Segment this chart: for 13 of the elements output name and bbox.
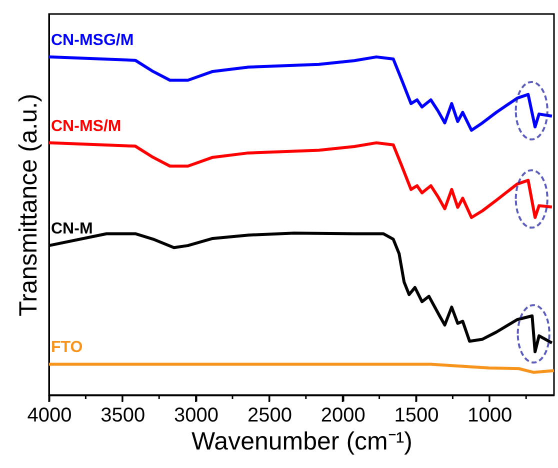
x-axis-title: Wavenumber (cm⁻¹) [192, 428, 412, 456]
series-label: CN-M [51, 220, 93, 238]
y-axis-title: Transmittance (a.u.) [14, 94, 42, 316]
series-label: FTO [51, 339, 83, 356]
x-tick-label: 3500 [100, 404, 146, 426]
x-tick-label: 1500 [394, 404, 439, 426]
series-label: CN-MSG/M [51, 32, 134, 49]
series-label: CN-MS/M [51, 118, 122, 135]
x-tick-label: 3000 [174, 404, 219, 426]
x-tick-label: 2500 [247, 404, 292, 426]
x-tick-label: 4000 [27, 404, 72, 426]
x-tick-label: 2000 [320, 404, 366, 426]
x-tick-label: 1000 [468, 404, 512, 426]
